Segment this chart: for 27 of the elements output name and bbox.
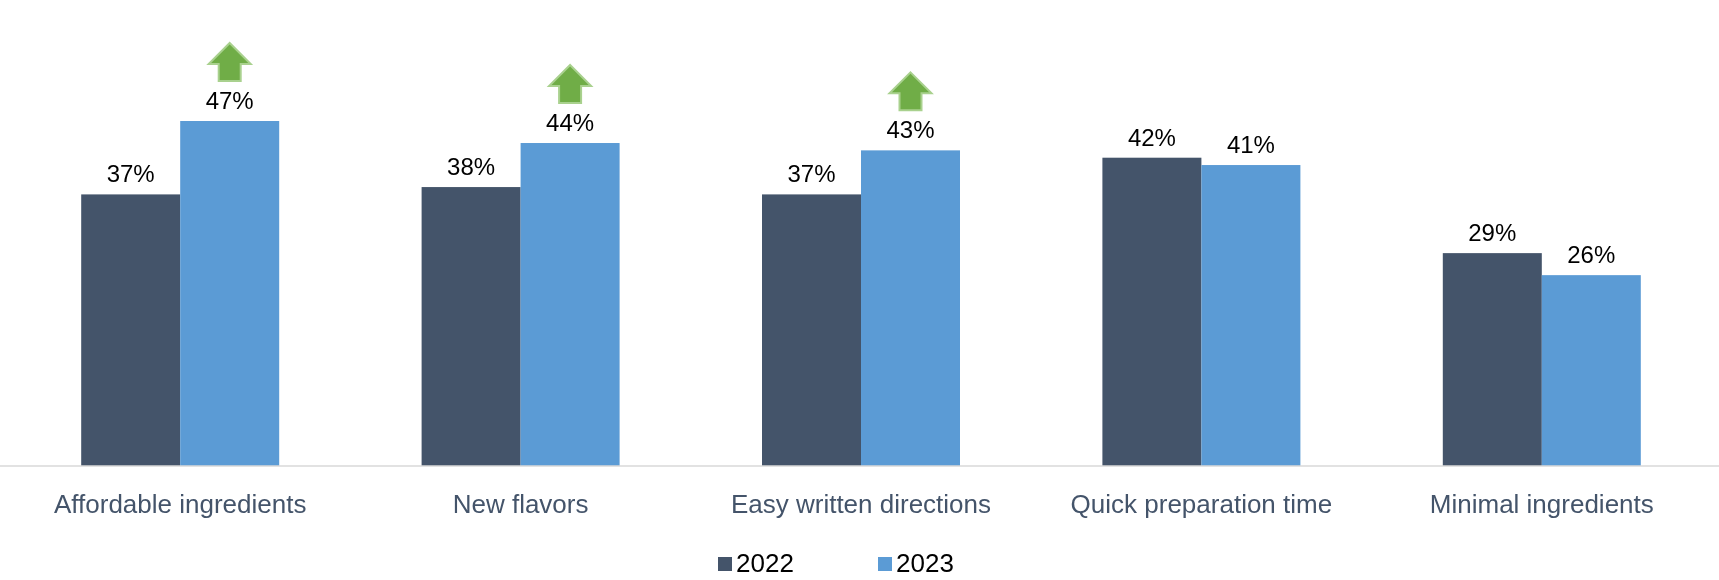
x-tick-label: Minimal ingredients (1429, 489, 1654, 519)
data-label: 44% (546, 109, 595, 137)
data-label: 37% (106, 160, 155, 188)
legend-label: 2022 (736, 548, 794, 578)
data-label: 29% (1468, 219, 1517, 247)
x-tick-label: Easy written directions (730, 489, 992, 519)
data-label: 43% (886, 116, 935, 144)
data-label: 37% (787, 160, 836, 188)
bar (1541, 275, 1641, 466)
data-label: 41% (1226, 131, 1275, 159)
legend-label: 2023 (896, 548, 954, 578)
data-label: 47% (205, 87, 254, 114)
x-tick-label: New flavors (452, 489, 589, 519)
data-label: 38% (447, 153, 496, 181)
bar (520, 143, 620, 466)
data-label: 26% (1567, 241, 1616, 269)
x-tick-label: Affordable ingredients (53, 489, 307, 519)
bar (1201, 165, 1301, 466)
data-label: 42% (1127, 123, 1176, 151)
bar (1442, 253, 1542, 466)
bar (1102, 157, 1202, 466)
bar (861, 150, 960, 466)
x-tick-label: Quick preparation time (1070, 489, 1333, 519)
bar (180, 121, 280, 466)
bar (762, 194, 861, 466)
bar (81, 194, 181, 466)
bar (421, 187, 521, 466)
